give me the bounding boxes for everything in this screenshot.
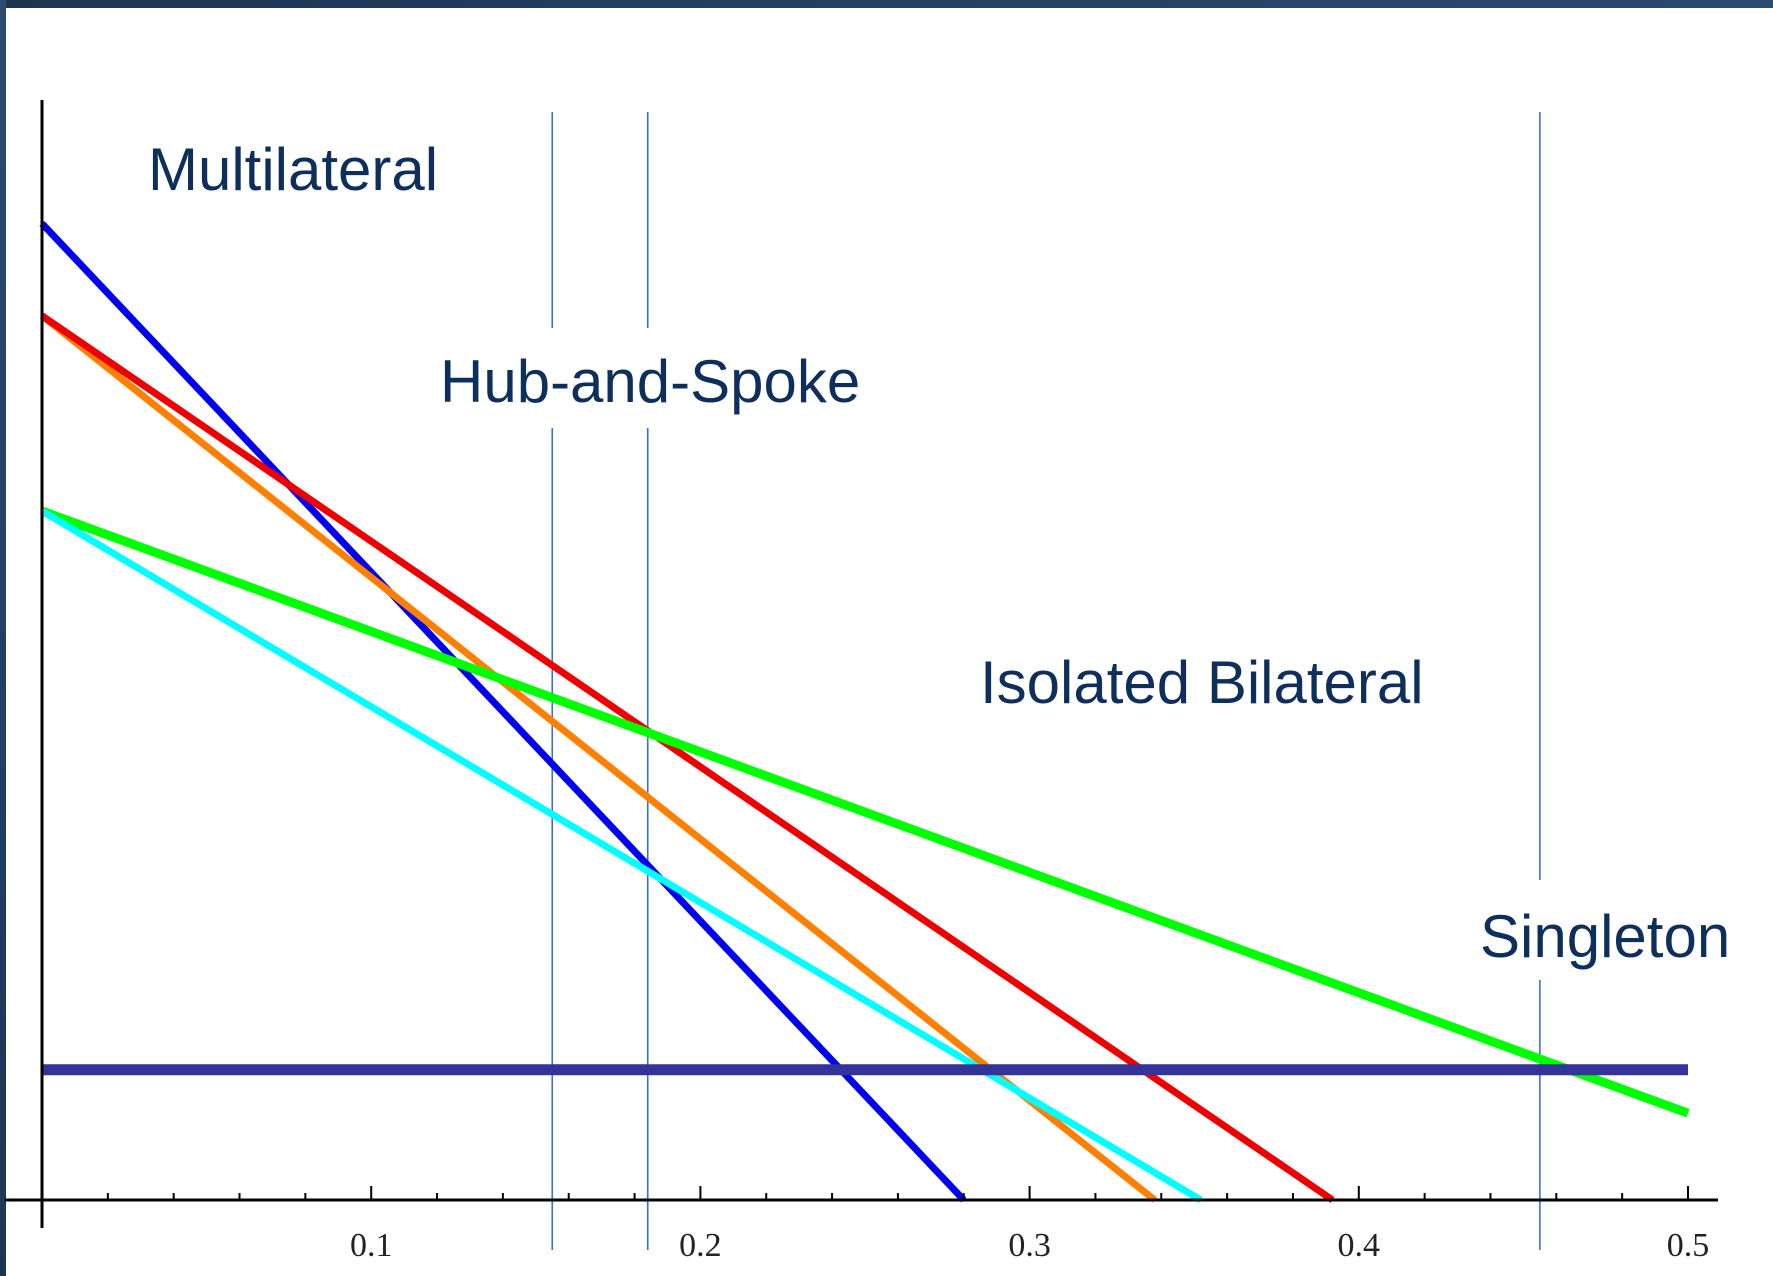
- x-tick-label: 0.3: [1008, 1227, 1051, 1264]
- x-ticks: 0.1 0.2 0.3 0.4 0.5: [106, 1186, 1710, 1264]
- region-label-4: Singleton: [1480, 903, 1730, 970]
- region-label-3: Isolated Bilateral: [980, 649, 1424, 716]
- x-tick-label: 0.1: [350, 1227, 393, 1264]
- axes: [5, 100, 1718, 1228]
- region-dividers: [551, 112, 1541, 1250]
- series-line-5: [40, 507, 1203, 1204]
- x-tick-label: 0.4: [1338, 1227, 1381, 1264]
- series-lines: [39, 221, 1690, 1204]
- top-frame-bar: [0, 0, 1773, 8]
- series-line-2: [39, 312, 1157, 1203]
- x-tick-label: 0.2: [679, 1227, 722, 1264]
- region-label-1: Multilateral: [148, 136, 438, 203]
- region-labels: Multilateral Hub-and-Spoke Isolated Bilate…: [148, 136, 1730, 970]
- series-line-1: [39, 221, 967, 1203]
- x-tick-label: 0.5: [1667, 1227, 1710, 1264]
- series-line-3: [40, 312, 1335, 1203]
- series-line-4: [40, 506, 1690, 1118]
- region-label-2: Hub-and-Spoke: [440, 348, 860, 415]
- left-frame-bar: [0, 0, 6, 1276]
